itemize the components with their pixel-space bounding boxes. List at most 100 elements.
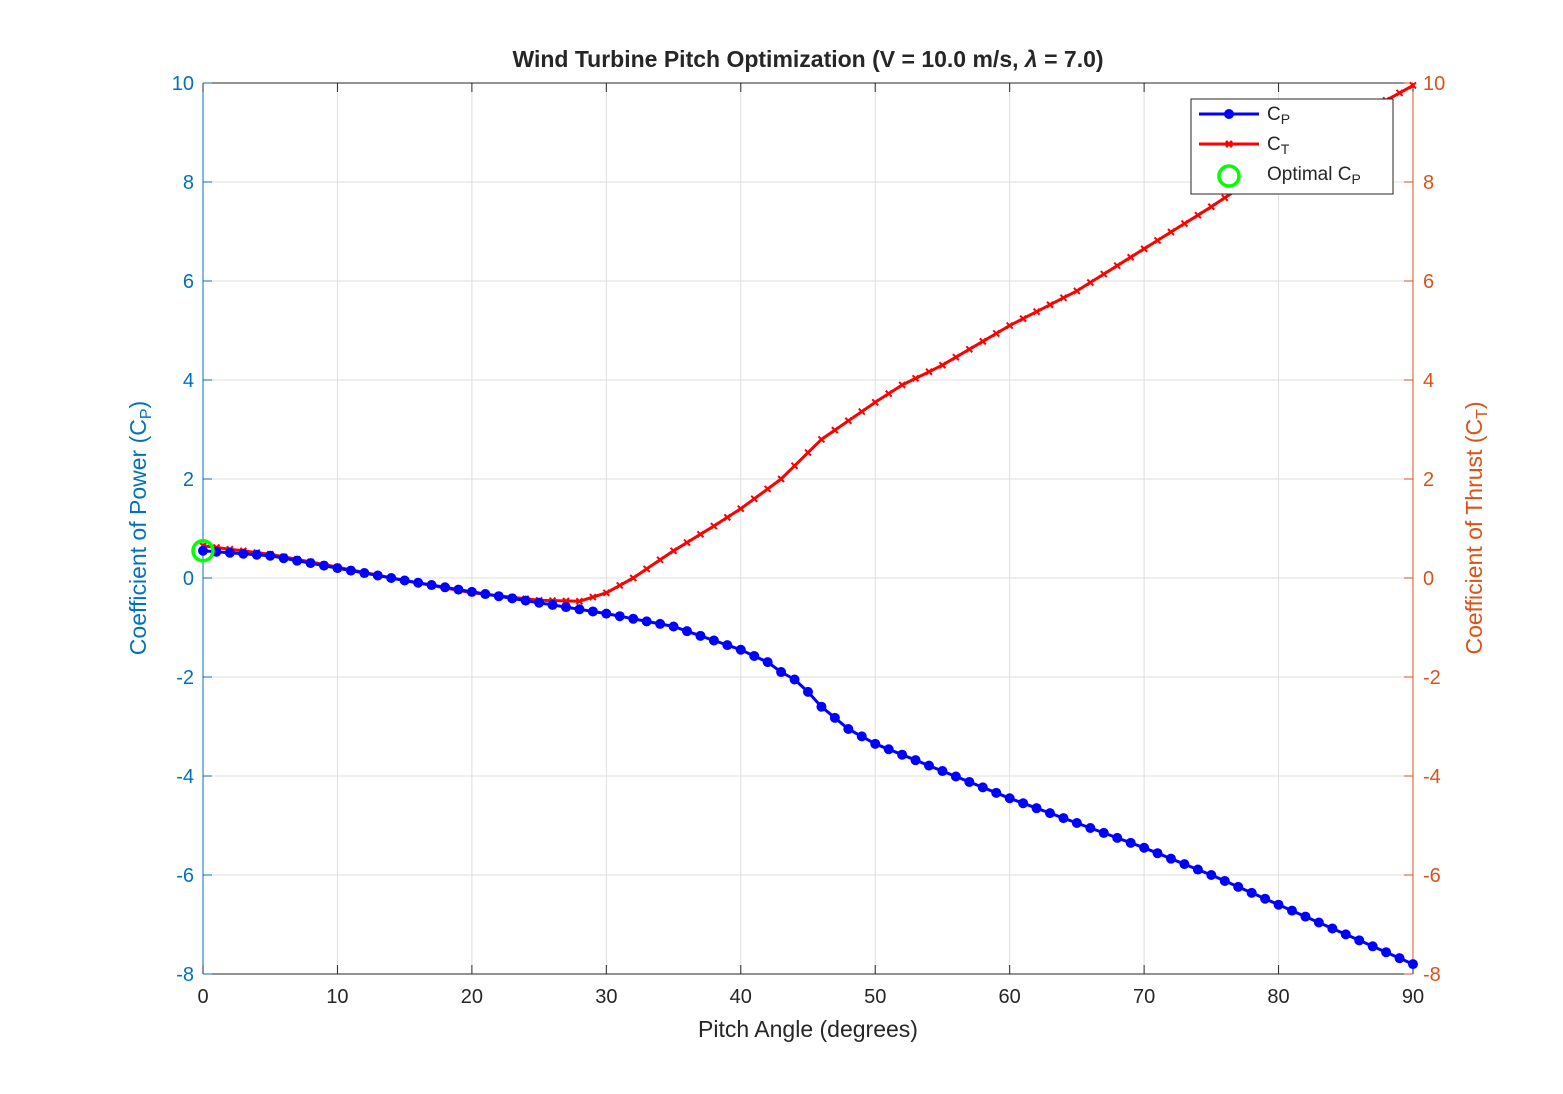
y-left-tick-label: 0	[183, 568, 194, 590]
cp-point	[399, 575, 410, 586]
chart-title: Wind Turbine Pitch Optimization (V = 10.…	[512, 46, 1103, 72]
cp-point	[1233, 881, 1244, 892]
ct-point	[723, 513, 732, 522]
cp-point	[1219, 875, 1230, 886]
cp-point	[977, 782, 988, 793]
cp-point	[1367, 941, 1378, 952]
cp-point	[695, 630, 706, 641]
cp-point	[1260, 893, 1271, 904]
ct-point	[831, 426, 839, 434]
ct-point	[656, 556, 664, 564]
cp-point	[251, 549, 262, 560]
cp-point	[1313, 917, 1324, 928]
ct-point	[1395, 89, 1404, 97]
y-axis-left-label: Coefficient of Power (CP)	[125, 401, 155, 655]
ct-point	[871, 398, 879, 406]
ct-point	[1140, 245, 1148, 253]
cp-point	[803, 686, 813, 697]
ct-point	[804, 448, 812, 457]
legend-optimal-label: Optimal CP	[1267, 164, 1361, 187]
chart-title-lambda: λ	[1023, 46, 1038, 72]
axes	[202, 82, 1414, 975]
ct-point	[1194, 211, 1202, 219]
optimal-point-layer	[191, 539, 215, 563]
cp-point	[426, 580, 437, 591]
cp-point	[1394, 953, 1405, 964]
ct-point	[1167, 228, 1175, 236]
y-left-tick-label: 10	[172, 73, 194, 95]
cp-point	[1166, 853, 1176, 864]
cp-point	[345, 565, 356, 576]
y-axis-right-label: Coefficient of Thrust (CT)	[1461, 401, 1491, 654]
cp-point	[198, 545, 208, 556]
y-right-tick-label: -6	[1423, 865, 1441, 887]
y-right-label-main: Coefficient of Thrust (C	[1461, 419, 1487, 655]
cp-point	[1206, 870, 1217, 880]
ct-point	[669, 547, 678, 555]
y-right-tick-label: 2	[1423, 469, 1434, 491]
legend-optimal-label-main: Optimal C	[1267, 164, 1351, 185]
cp-point	[722, 640, 733, 651]
y-right-tick-label: 6	[1423, 271, 1434, 293]
y-left-tick-label: -4	[176, 766, 194, 788]
ct-point	[696, 530, 705, 538]
ct-point	[616, 581, 624, 590]
cp-point	[1300, 911, 1311, 922]
ct-point	[817, 435, 826, 444]
cp-point	[708, 635, 719, 646]
cp-point	[561, 602, 571, 613]
ct-point	[965, 345, 974, 354]
legend-cp-marker	[1224, 109, 1234, 119]
x-tick-label: 80	[1267, 986, 1289, 1008]
cp-point	[1139, 842, 1150, 853]
ct-point	[1086, 278, 1095, 287]
cp-point	[614, 611, 625, 622]
cp-point	[224, 547, 235, 558]
cp-point	[628, 613, 639, 624]
ct-point	[1046, 301, 1054, 309]
y-left-label-main: Coefficient of Power (C	[125, 419, 151, 655]
legend-cp-label-sub: P	[1281, 111, 1290, 127]
y-right-tick-label: 4	[1423, 370, 1434, 392]
cp-point	[507, 593, 518, 604]
optimal-cp-marker	[191, 539, 215, 563]
cp-point	[386, 573, 397, 583]
legend: CP CT Optimal CP	[1190, 98, 1394, 195]
cp-point	[1340, 929, 1351, 940]
cp-point	[749, 650, 760, 661]
cp-point	[520, 595, 531, 606]
cp-point	[1287, 905, 1297, 916]
y-left-tick-label: 2	[183, 469, 194, 491]
cp-point	[1058, 813, 1069, 824]
ct-point	[1153, 236, 1162, 245]
x-axis-label: Pitch Angle (degrees)	[698, 1016, 918, 1042]
cp-point	[332, 563, 343, 574]
cp-point	[278, 553, 289, 564]
cp-point	[910, 755, 921, 766]
cp-point	[776, 667, 787, 678]
cp-point	[480, 589, 491, 600]
cp-point	[292, 555, 303, 566]
y-right-tick-label: -2	[1423, 667, 1441, 689]
legend-cp-label: CP	[1267, 104, 1290, 127]
cp-point	[359, 568, 370, 579]
cp-point	[1071, 818, 1082, 829]
x-tick-label: 50	[864, 986, 886, 1008]
cp-point	[1045, 808, 1055, 819]
ct-point	[911, 374, 920, 383]
ct-point	[1100, 270, 1108, 278]
y-right-label-close: )	[1461, 401, 1487, 409]
cp-point	[547, 599, 558, 610]
x-tick-label: 60	[999, 986, 1021, 1008]
cp-point	[1152, 848, 1163, 859]
chart-title-main: Wind Turbine Pitch Optimization (V = 10.…	[512, 46, 1024, 72]
y-left-tick-label: -8	[176, 964, 194, 986]
cp-point	[735, 644, 746, 655]
tick-labels: 0 10 20 30 40 50 60 70 80 90-8-6-4-20246810-8-6-4…	[172, 73, 1446, 1008]
cp-point	[1125, 837, 1136, 848]
plot-area	[203, 83, 1413, 974]
ct-point	[1032, 307, 1041, 316]
ct-point	[1005, 321, 1014, 330]
ct-point	[737, 504, 745, 513]
ct-point	[925, 368, 933, 376]
